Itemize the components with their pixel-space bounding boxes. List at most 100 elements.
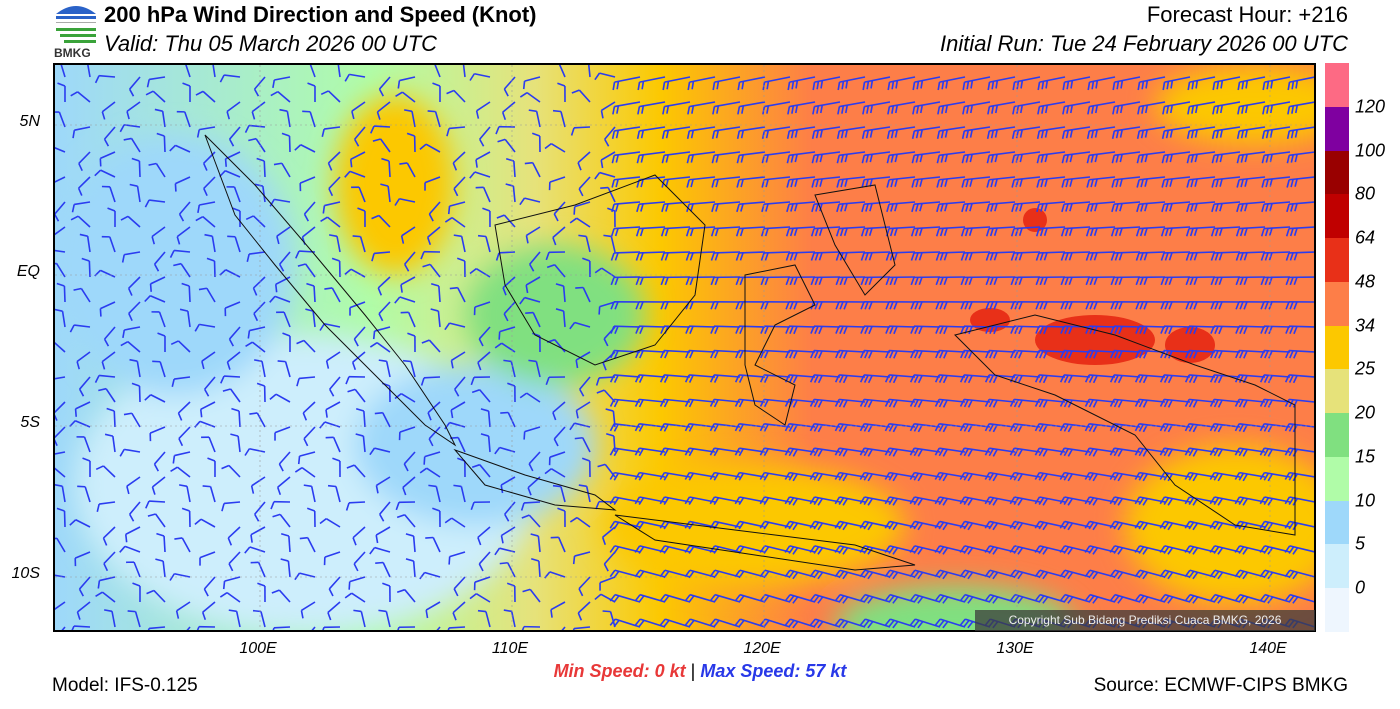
wind-barb (274, 198, 291, 203)
wind-barb (639, 76, 666, 83)
wind-barb (614, 151, 641, 157)
wind-barb (1164, 496, 1191, 503)
wind-barb (664, 176, 691, 181)
wind-barb (378, 214, 391, 228)
wind-barb (713, 349, 741, 353)
wind-barb (1039, 176, 1066, 181)
wind-barb (558, 65, 566, 78)
wind-barb (60, 65, 66, 78)
wind-barb (614, 374, 641, 378)
wind-barb (788, 226, 816, 230)
wind-barb (1214, 496, 1241, 503)
wind-barb (664, 422, 691, 428)
wind-barb (664, 471, 691, 478)
wind-barb (914, 422, 941, 428)
wind-barb (379, 138, 391, 153)
wind-barb (560, 111, 566, 128)
wind-barb (55, 451, 66, 455)
wind-barb (1013, 226, 1041, 230)
wind-barb (914, 126, 941, 132)
wind-barb (1288, 251, 1314, 254)
wind-barb (235, 611, 241, 628)
wind-barb (939, 176, 966, 181)
wind-barb (864, 201, 891, 205)
wind-barb (425, 601, 441, 611)
wind-barb (864, 126, 891, 132)
colorbar-label: 80 (1355, 183, 1376, 204)
colorbar-bin (1325, 281, 1349, 326)
wind-barb (427, 226, 441, 238)
wind-barb (614, 101, 641, 108)
wind-barb (1164, 126, 1191, 132)
wind-barb (738, 251, 766, 254)
wind-barb (814, 126, 841, 132)
wind-barb (256, 412, 266, 428)
wind-barb (1139, 151, 1166, 157)
wind-barb (358, 186, 366, 203)
colorbar-label: 10 (1355, 490, 1376, 511)
wind-barb (1213, 349, 1241, 353)
wind-barb (1114, 471, 1141, 478)
wind-barb (864, 101, 891, 108)
wind-barb (739, 422, 766, 428)
wind-barb (889, 126, 916, 132)
wind-barb (574, 551, 591, 557)
wind-barb (609, 611, 616, 628)
wind-barb (58, 111, 66, 128)
wind-barb (1214, 101, 1241, 108)
wind-barb (1089, 201, 1116, 205)
wind-barb (1264, 76, 1291, 83)
wind-barb (1288, 226, 1314, 230)
wind-barb (208, 436, 216, 453)
wind-barb (474, 171, 491, 178)
wind-barb (813, 226, 841, 230)
wind-barb (789, 76, 816, 83)
wind-barb (328, 176, 341, 190)
wind-barb (261, 361, 266, 378)
wind-barb (237, 436, 241, 453)
wind-barb (158, 311, 166, 328)
colorbar-bin (1325, 500, 1349, 545)
lon-label-140e: 140E (1249, 640, 1287, 657)
wind-barb (1038, 251, 1066, 254)
wind-barb (664, 447, 691, 453)
lat-label-10s: 10S (11, 565, 40, 582)
wind-barb (112, 436, 116, 453)
wind-barb (211, 236, 216, 253)
wind-barb (126, 101, 141, 113)
wind-barb (126, 476, 141, 487)
wind-barb (989, 398, 1016, 403)
wind-barb (425, 143, 441, 153)
wind-barb (579, 376, 591, 390)
bmkg-logo (56, 6, 96, 43)
colorbar-bin (1325, 325, 1349, 370)
model-label: Model: IFS-0.125 (52, 675, 198, 696)
wind-barb (84, 486, 91, 503)
wind-barb (613, 325, 641, 328)
wind-barb (1238, 226, 1266, 230)
wind-barb (101, 351, 116, 363)
wind-barb (1189, 101, 1216, 108)
wind-barb (1114, 496, 1141, 503)
wind-barb (838, 325, 866, 328)
wind-barb (587, 65, 591, 78)
wind-barb (309, 111, 316, 128)
wind-barb (200, 401, 216, 411)
max-speed-label: Max Speed: (700, 661, 801, 681)
wind-barb (1289, 374, 1314, 378)
wind-barb (1189, 374, 1216, 378)
wind-barb (448, 126, 466, 130)
wind-barb (913, 226, 941, 230)
wind-barb (448, 626, 466, 629)
wind-barb (914, 471, 941, 478)
wind-barb (560, 486, 566, 503)
wind-barb (739, 471, 766, 478)
wind-barb (914, 76, 941, 83)
wind-barb (1139, 201, 1166, 205)
wind-barb (162, 561, 166, 578)
wind-barb (149, 199, 166, 203)
wind-barb (300, 144, 316, 153)
wind-barb (714, 151, 741, 157)
wind-barb (639, 398, 666, 403)
wind-barb (428, 426, 441, 440)
